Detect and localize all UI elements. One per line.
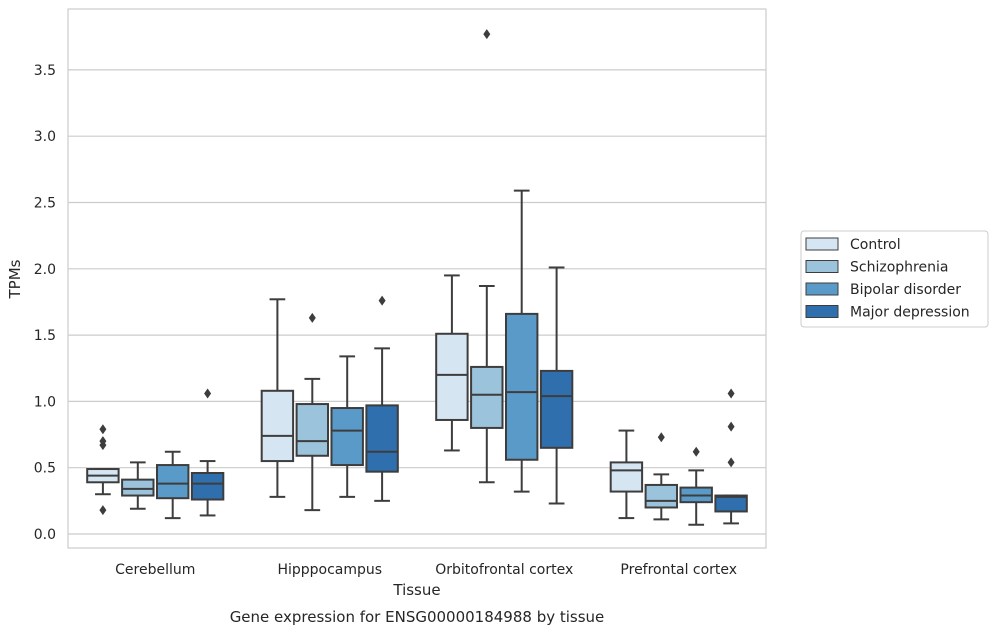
plot-area-frame	[67, 8, 767, 549]
box-iqr	[470, 365, 504, 429]
y-tick-label: 2.5	[34, 196, 56, 212]
box-3-0	[609, 429, 644, 520]
y-tick-label: 0.0	[34, 527, 56, 543]
box-iqr	[155, 464, 190, 500]
outlier-point	[692, 446, 700, 457]
outlier-point	[727, 421, 735, 432]
legend: Control Schizophrenia Bipolar disorder Majo…	[800, 230, 989, 328]
box-3-2	[679, 446, 713, 526]
box-3-1	[644, 432, 679, 521]
outlier-point	[727, 457, 735, 468]
legend-swatch	[805, 282, 839, 296]
box-0-2	[155, 450, 190, 520]
legend-label: Major depression	[850, 305, 970, 321]
box-iqr	[435, 332, 469, 421]
box-iqr	[330, 407, 364, 467]
box-iqr	[504, 312, 539, 461]
legend-frame	[800, 230, 989, 328]
chart-caption: Gene expression for ENSG00000184988 by t…	[230, 608, 605, 626]
plot-area-background	[68, 9, 766, 548]
box-iqr	[714, 494, 748, 513]
box-2-2	[504, 189, 539, 493]
y-tick-label: 2.0	[34, 262, 56, 278]
box-iqr	[260, 389, 295, 463]
legend-swatch	[805, 260, 839, 273]
y-tick-label: 1.0	[34, 394, 56, 410]
outlier-point	[204, 388, 212, 399]
box-iqr	[365, 404, 399, 473]
outlier-point	[99, 424, 107, 435]
box-3-3	[714, 388, 748, 525]
box-2-1	[470, 29, 504, 484]
box-1-3	[365, 295, 399, 502]
box-1-0	[260, 298, 295, 498]
box-0-3	[190, 388, 225, 517]
box-0-1	[121, 461, 155, 510]
x-tick-label: Orbitofrontal cortex	[435, 562, 573, 578]
outlier-point	[657, 432, 665, 443]
box-iqr	[539, 369, 574, 449]
legend-label: Bipolar disorder	[850, 282, 961, 298]
box-iqr	[295, 403, 330, 457]
legend-swatch	[805, 237, 839, 251]
outlier-point	[483, 29, 491, 40]
y-tick-label: 1.5	[34, 328, 56, 344]
x-tick-label: Cerebellum	[115, 562, 195, 578]
box-0-0	[86, 424, 120, 516]
y-tick-label: 3.5	[34, 63, 56, 79]
legend-label: Schizophrenia	[850, 260, 948, 276]
y-tick-labels: 0.0 0.5 1.0 1.5 2.0 2.5 3.0 3.5	[34, 63, 56, 543]
box-2-3	[539, 266, 574, 505]
y-tick-label: 0.5	[34, 461, 56, 477]
boxes	[86, 29, 748, 526]
box-1-2	[330, 355, 364, 498]
outlier-point	[99, 440, 107, 451]
box-iqr	[609, 461, 644, 493]
legend-swatch	[805, 305, 839, 318]
x-tick-labels: Cerebellum Hipppocampus Orbitofrontal cort…	[115, 562, 737, 578]
y-axis-label: TPMs	[6, 259, 24, 299]
box-iqr	[190, 472, 225, 501]
y-tick-label: 3.0	[34, 129, 56, 145]
x-tick-label: Prefrontal cortex	[620, 562, 737, 578]
outlier-point	[378, 295, 386, 306]
outlier-point	[308, 312, 316, 323]
box-iqr	[644, 483, 679, 509]
x-tick-label: Hipppocampus	[277, 562, 382, 578]
x-axis-label: Tissue	[392, 581, 440, 599]
legend-label: Control	[850, 237, 901, 253]
outlier-point	[99, 505, 107, 516]
outlier-point	[727, 388, 735, 399]
box-1-1	[295, 312, 330, 512]
box-iqr	[121, 478, 155, 497]
box-2-0	[435, 274, 469, 452]
